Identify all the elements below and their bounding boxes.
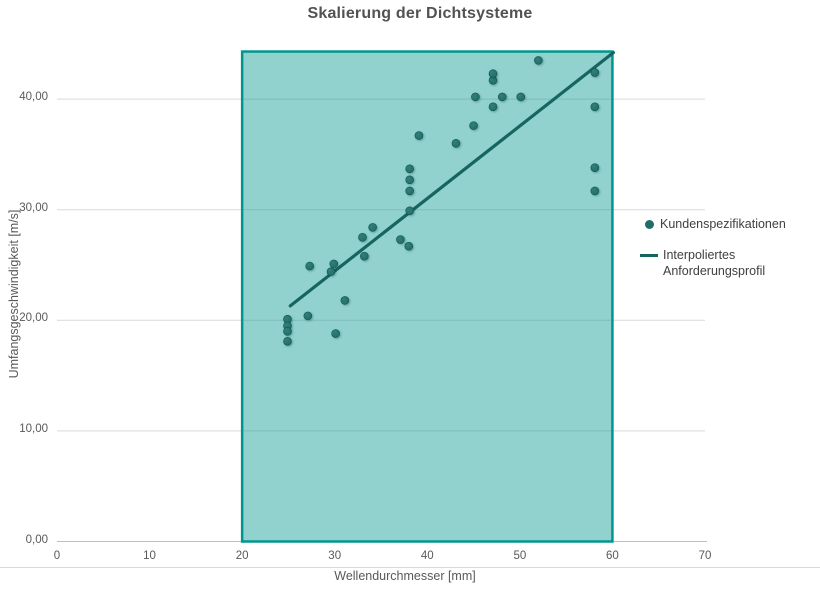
data-point bbox=[340, 296, 350, 305]
data-point bbox=[326, 267, 336, 276]
data-point bbox=[469, 121, 478, 130]
data-point bbox=[590, 186, 600, 196]
x-tick-label: 60 bbox=[606, 550, 619, 562]
line-series-marker-icon bbox=[640, 254, 658, 257]
x-tick-label: 40 bbox=[420, 550, 434, 562]
y-axis-title: Umfangsgeschwindigkeit [m/s] bbox=[7, 209, 21, 379]
x-tick-label: 50 bbox=[513, 550, 527, 562]
legend-item-interpoliertes-anforderungsprofil: Interpoliertes Anforderungsprofil bbox=[663, 248, 766, 278]
x-tick-label: 0 bbox=[53, 550, 61, 562]
data-point bbox=[305, 261, 315, 271]
scaling-region bbox=[240, 50, 614, 543]
chart-title: Skalierung der Dichtsysteme bbox=[307, 5, 533, 22]
y-tick-label: 40,00 bbox=[19, 91, 48, 104]
trend-line bbox=[288, 51, 615, 308]
data-point bbox=[404, 241, 414, 251]
scatter-series-marker-icon bbox=[645, 220, 654, 229]
data-point bbox=[360, 251, 369, 261]
data-point bbox=[414, 131, 424, 140]
data-point bbox=[283, 327, 292, 336]
y-tick-label: 0,00 bbox=[25, 533, 48, 546]
data-point bbox=[358, 233, 367, 242]
data-point bbox=[590, 102, 600, 112]
data-point bbox=[405, 175, 414, 185]
data-point bbox=[471, 92, 480, 102]
x-tick-label: 30 bbox=[328, 550, 342, 562]
data-point bbox=[451, 139, 461, 148]
data-point bbox=[303, 311, 313, 321]
data-point bbox=[405, 206, 414, 216]
data-point bbox=[590, 163, 600, 172]
y-tick-label: 30,00 bbox=[19, 201, 48, 214]
data-point bbox=[331, 329, 340, 338]
data-point bbox=[590, 68, 600, 77]
data-point bbox=[396, 235, 405, 244]
data-point bbox=[405, 186, 414, 196]
data-point bbox=[283, 337, 292, 346]
data-point bbox=[534, 56, 543, 65]
data-point bbox=[516, 92, 526, 102]
data-point bbox=[405, 164, 414, 174]
y-tick-label: 10,00 bbox=[19, 422, 48, 435]
data-point bbox=[368, 223, 377, 232]
x-tick-label: 20 bbox=[235, 550, 249, 562]
data-point bbox=[329, 259, 339, 269]
legend-item-kundenspezifikationen: Kundenspezifikationen bbox=[660, 217, 786, 231]
y-tick-label: 20,00 bbox=[19, 312, 48, 325]
x-axis-title: Wellendurchmesser [mm] bbox=[334, 569, 476, 583]
data-point bbox=[488, 102, 498, 112]
data-point bbox=[497, 92, 507, 102]
data-point bbox=[488, 69, 498, 78]
x-tick-label: 70 bbox=[698, 550, 712, 562]
x-tick-label: 10 bbox=[143, 550, 156, 562]
